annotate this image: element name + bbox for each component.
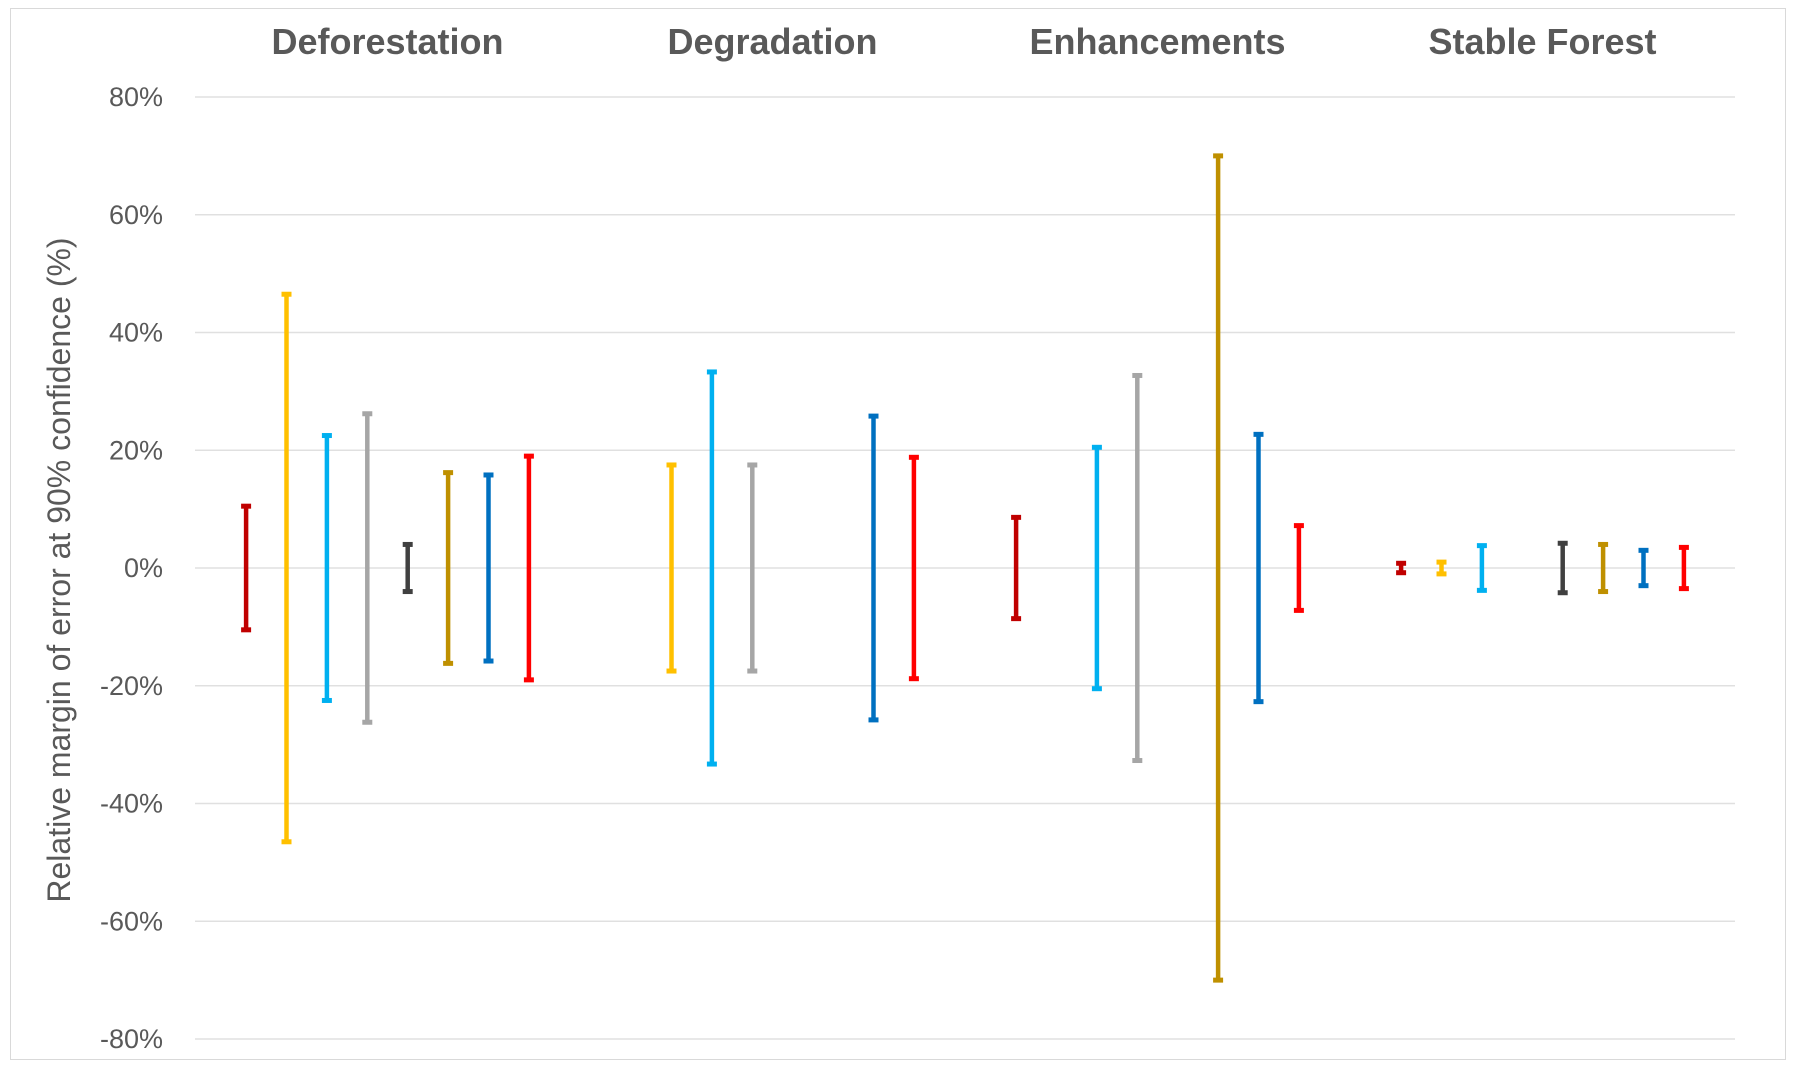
y-tick-label: 40% [109, 318, 163, 348]
error-bar [1253, 431, 1264, 705]
y-tick-label: -60% [100, 906, 163, 936]
chart-frame [10, 8, 1786, 1060]
error-bar [1132, 372, 1143, 764]
error-bar [1598, 541, 1609, 595]
y-tick-label: 60% [109, 200, 163, 230]
error-bar [868, 413, 879, 723]
y-tick-label: 0% [124, 553, 163, 583]
y-axis-label: Relative margin of error at 90% confiden… [41, 237, 77, 902]
error-bars [241, 153, 1689, 983]
error-bar [666, 462, 677, 674]
error-bar [908, 454, 919, 682]
panel-title: Degradation [667, 21, 877, 62]
panel-title: Enhancements [1029, 21, 1285, 62]
y-tick-label: -80% [100, 1024, 163, 1054]
error-bar [1476, 543, 1487, 593]
y-tick-label: -40% [100, 789, 163, 819]
error-bar [241, 503, 252, 633]
gridlines [195, 96, 1735, 1040]
error-bar [1678, 544, 1689, 592]
error-bar [281, 291, 292, 845]
error-bar [1011, 514, 1022, 622]
error-bar [443, 470, 454, 666]
error-bar [483, 472, 494, 664]
y-tick-label: 20% [109, 435, 163, 465]
error-bar [1091, 444, 1102, 692]
y-axis-ticks: 80% 60% 40% 20% 0% -20% -40% -60% -80% [100, 82, 163, 1054]
error-bar [402, 541, 413, 595]
error-bar [321, 433, 332, 703]
y-tick-label: 80% [109, 82, 163, 112]
panel-titles: Deforestation Degradation Enhancements Stab… [271, 21, 1656, 62]
panel-title: Deforestation [271, 21, 503, 62]
error-bar [523, 453, 534, 683]
error-bar [1638, 547, 1649, 589]
y-tick-label: -20% [100, 671, 163, 701]
error-bar [747, 462, 758, 674]
error-bar [1213, 153, 1224, 983]
error-bar [1293, 523, 1304, 613]
error-bar [706, 369, 717, 767]
error-bar [362, 411, 373, 725]
error-bar [1557, 540, 1568, 596]
error-bar [1436, 559, 1447, 577]
error-bar [1396, 560, 1407, 576]
panel-title: Stable Forest [1428, 21, 1656, 62]
